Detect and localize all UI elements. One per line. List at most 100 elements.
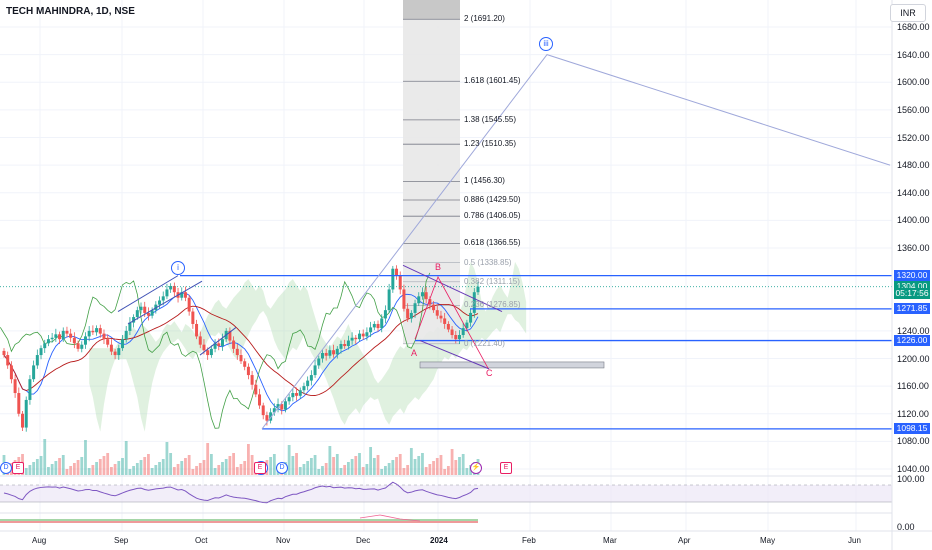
volume-bar [465, 468, 469, 475]
wave-label-a[interactable]: A [411, 348, 418, 358]
volume-bar [69, 466, 73, 475]
volume-bar [147, 454, 150, 475]
earnings-event-icon[interactable]: E [12, 462, 24, 474]
dividend-event-icon[interactable]: D [276, 462, 288, 474]
volume-bar [180, 461, 184, 475]
candle-body [328, 350, 332, 356]
price-tag: 1304.00 [894, 281, 930, 293]
conversion-line [3, 292, 479, 412]
wave-label-c[interactable]: C [486, 368, 493, 378]
candle-body [250, 375, 254, 385]
candle-body [87, 330, 91, 337]
candle-body [239, 355, 243, 362]
trend-drawings[interactable] [117, 54, 891, 430]
fib-level-label: 0.5 (1338.85) [464, 257, 512, 267]
candle-body [291, 393, 295, 398]
wave-label-i[interactable]: i [171, 261, 185, 275]
dividend-event-icon[interactable]: D [0, 462, 12, 474]
time-axis-tick: Apr [678, 536, 691, 545]
volume-bar [346, 462, 350, 475]
candle-body [72, 337, 76, 344]
candle-body [335, 348, 339, 355]
candle-body [246, 366, 250, 376]
volume-bar [365, 464, 369, 475]
candle-body [232, 340, 236, 349]
price-tag: 1271.85 [894, 303, 930, 315]
candlesticks[interactable] [2, 265, 480, 432]
candle-body [457, 335, 461, 340]
candle-body [80, 344, 84, 349]
volume-bar [443, 469, 447, 475]
symbol-title[interactable]: TECH MAHINDRA, 1D, NSE [6, 6, 135, 17]
volume-bar [80, 457, 84, 475]
volume-bar [124, 441, 128, 475]
candle-body [372, 323, 376, 328]
volume-bar [413, 459, 417, 475]
wave-label-iii[interactable]: iii [539, 37, 553, 51]
volume-bar [184, 458, 187, 475]
macd-signal-line [359, 514, 421, 522]
candle-body [220, 339, 224, 347]
volume-bar [172, 467, 176, 475]
price-axis-tick: 1040.00 [897, 464, 930, 474]
price-axis-tick: 1560.00 [897, 104, 930, 115]
volume-bar [439, 455, 443, 475]
volume-bar [198, 463, 202, 475]
candle-body [35, 355, 39, 366]
volume-bar [446, 466, 450, 475]
candle-body [343, 343, 347, 347]
candle-body [161, 296, 165, 301]
fib-shade [403, 0, 460, 344]
candle-body [158, 300, 162, 305]
candle-body [258, 394, 262, 406]
time-axis-tick: Sep [114, 536, 129, 545]
volume-bar [324, 463, 328, 475]
candle-body [302, 386, 306, 391]
projection-line [261, 54, 891, 430]
volume-bar [317, 469, 321, 475]
candle-body [346, 340, 350, 347]
price-axis-tick: 1520.00 [897, 132, 930, 143]
cloud-fill [89, 261, 527, 432]
currency-button[interactable]: INR [890, 4, 926, 22]
candle-body [69, 333, 73, 338]
volume-bar [461, 454, 465, 475]
candle-body [13, 379, 17, 394]
candle-body [365, 332, 369, 337]
volume-bar [121, 458, 124, 475]
split-event-icon[interactable]: ⚡ [470, 462, 482, 474]
volume-bar [239, 464, 243, 475]
fibonacci-extension[interactable] [403, 0, 460, 345]
volume-bar [139, 460, 143, 475]
volume-bar [409, 448, 413, 475]
candle-body [380, 318, 384, 329]
volume-bar [350, 459, 354, 475]
earnings-event-icon[interactable]: E [254, 462, 266, 474]
candle-body [76, 343, 80, 349]
candle-body [461, 328, 465, 336]
candle-body [469, 312, 473, 323]
candle-body [32, 365, 36, 380]
price-axis-tick: 1440.00 [897, 187, 930, 198]
candle-body [287, 397, 291, 402]
volume-bar [354, 456, 358, 475]
volume-bar [435, 458, 439, 475]
volume-bar [76, 460, 80, 475]
candle-body [195, 323, 199, 337]
base-line [3, 303, 479, 397]
volume-bar [47, 467, 50, 475]
horizontal-levels[interactable] [0, 274, 892, 430]
candle-body [387, 289, 391, 311]
time-axis-tick: Aug [32, 536, 47, 545]
volume-bar [380, 469, 384, 475]
volume-bar [39, 456, 43, 475]
candle-body [417, 296, 421, 304]
volume-bar [221, 462, 224, 475]
candle-body [450, 329, 454, 336]
wave-label-b[interactable]: B [435, 262, 442, 272]
volume-bar [287, 445, 291, 475]
earnings-upcoming-icon[interactable]: E [500, 462, 512, 474]
candle-body [428, 299, 432, 305]
volume-bar [217, 465, 221, 475]
